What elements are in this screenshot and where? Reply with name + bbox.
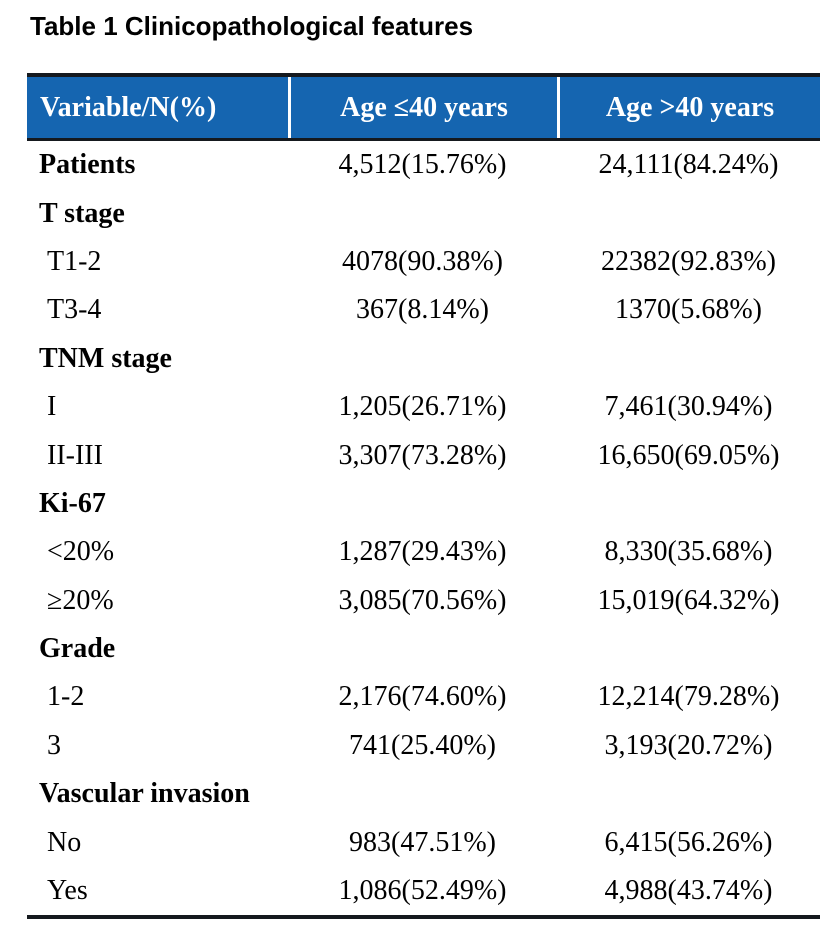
row-label: T1-2	[47, 245, 102, 277]
row-label: No	[47, 826, 82, 858]
cell-age-gt-40: 24,111(84.24%)	[598, 149, 779, 181]
table-row: TNM stage	[27, 335, 820, 383]
cell-age-le-40: 741(25.40%)	[349, 729, 496, 761]
table-row: Grade	[27, 625, 820, 673]
table-row: 3 741(25.40%) 3,193(20.72%)	[27, 722, 820, 770]
cell-age-le-40: 2,176(74.60%)	[338, 681, 507, 713]
clinicopathological-table: Variable/N(%) Age ≤40 years Age >40 year…	[27, 73, 820, 920]
table-header-row: Variable/N(%) Age ≤40 years Age >40 year…	[27, 73, 820, 141]
table-row: 1-2 2,176(74.60%) 12,214(79.28%)	[27, 673, 820, 721]
table-body: Patients 4,512(15.76%) 24,111(84.24%) T …	[27, 141, 820, 920]
cell-age-le-40: 3,085(70.56%)	[338, 584, 507, 616]
table-row: T1-2 4078(90.38%) 22382(92.83%)	[27, 238, 820, 286]
cell-age-gt-40: 12,214(79.28%)	[597, 681, 780, 713]
cell-age-le-40: 367(8.14%)	[356, 294, 489, 326]
header-cell-age-le-40: Age ≤40 years	[288, 77, 557, 138]
table-row: No 983(47.51%) 6,415(56.26%)	[27, 818, 820, 866]
row-label: ≥20%	[47, 584, 114, 616]
cell-age-gt-40: 3,193(20.72%)	[604, 729, 773, 761]
table-row: Ki-67	[27, 480, 820, 528]
row-label: Grade	[39, 633, 116, 665]
table-row: <20% 1,287(29.43%) 8,330(35.68%)	[27, 528, 820, 576]
table-row: T stage	[27, 189, 820, 237]
cell-age-gt-40: 6,415(56.26%)	[604, 826, 773, 858]
row-label: Yes	[47, 875, 88, 907]
cell-age-gt-40: 7,461(30.94%)	[604, 391, 773, 423]
header-cell-age-gt-40: Age >40 years	[557, 77, 820, 138]
row-label: <20%	[47, 536, 115, 568]
row-label: TNM stage	[39, 342, 172, 374]
cell-age-gt-40: 1370(5.68%)	[615, 294, 762, 326]
row-label: I	[47, 391, 57, 423]
table-row: ≥20% 3,085(70.56%) 15,019(64.32%)	[27, 577, 820, 625]
row-label: T3-4	[47, 294, 102, 326]
cell-age-le-40: 1,287(29.43%)	[338, 536, 507, 568]
cell-age-gt-40: 16,650(69.05%)	[597, 439, 780, 471]
table-row: T3-4 367(8.14%) 1370(5.68%)	[27, 286, 820, 334]
cell-age-gt-40: 8,330(35.68%)	[604, 536, 773, 568]
table-row: II-III 3,307(73.28%) 16,650(69.05%)	[27, 431, 820, 479]
row-label: Ki-67	[39, 487, 106, 519]
table-row: Vascular invasion	[27, 770, 820, 818]
cell-age-le-40: 4078(90.38%)	[342, 245, 503, 277]
cell-age-le-40: 1,086(52.49%)	[338, 875, 507, 907]
row-label: T stage	[39, 197, 125, 229]
row-label: 1-2	[47, 681, 85, 713]
header-cell-variable: Variable/N(%)	[40, 91, 217, 123]
table-row: I 1,205(26.71%) 7,461(30.94%)	[27, 383, 820, 431]
row-label: Patients	[39, 149, 136, 181]
cell-age-gt-40: 22382(92.83%)	[601, 245, 776, 277]
table-row: Patients 4,512(15.76%) 24,111(84.24%)	[27, 141, 820, 189]
cell-age-le-40: 983(47.51%)	[349, 826, 496, 858]
row-label: 3	[47, 729, 61, 761]
cell-age-le-40: 4,512(15.76%)	[338, 149, 507, 181]
cell-age-gt-40: 15,019(64.32%)	[597, 584, 780, 616]
cell-age-le-40: 3,307(73.28%)	[338, 439, 507, 471]
table-title: Table 1 Clinicopathological features	[30, 11, 474, 41]
cell-age-gt-40: 4,988(43.74%)	[604, 875, 773, 907]
row-label: II-III	[47, 439, 103, 471]
table-row: Yes 1,086(52.49%) 4,988(43.74%)	[27, 867, 820, 915]
row-label: Vascular invasion	[39, 778, 250, 810]
cell-age-le-40: 1,205(26.71%)	[338, 391, 507, 423]
